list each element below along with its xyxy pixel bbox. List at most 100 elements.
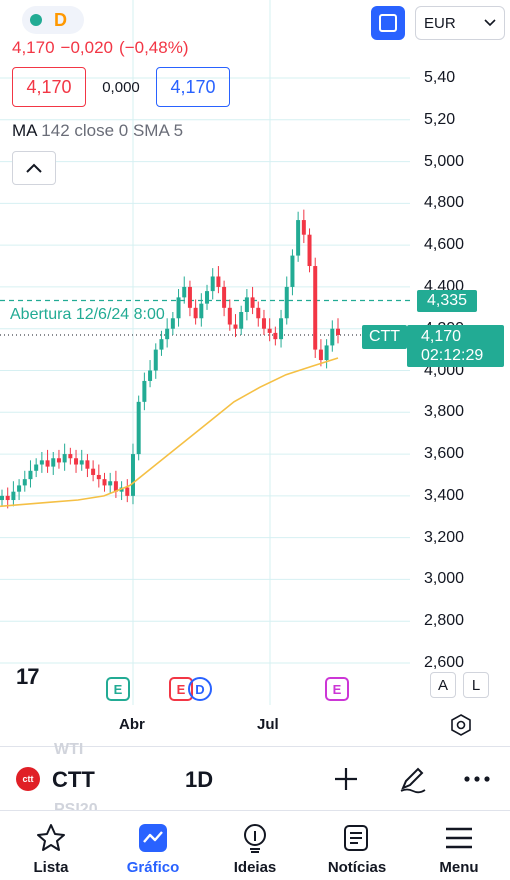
price-axis-tick: 2,800 (424, 612, 465, 630)
price-axis-tick: 3,600 (424, 445, 465, 463)
candle-body (336, 328, 340, 335)
add-icon[interactable] (331, 764, 361, 794)
candle-body (296, 220, 301, 256)
candle-body (205, 291, 210, 304)
indicator-params: 142 close 0 SMA 5 (41, 121, 184, 140)
price-axis-tick: 2,600 (424, 654, 465, 671)
candle-body (39, 460, 44, 465)
candle-body (51, 458, 56, 467)
drawing-pen-icon[interactable] (397, 764, 427, 794)
candle-body (102, 479, 107, 486)
candle-body (165, 328, 170, 340)
price-change-line: 4,170 −0,020 (−0,48%) (12, 38, 194, 58)
candle-body (113, 481, 118, 492)
dividend-event-icon[interactable]: D (188, 677, 212, 701)
candle-body (153, 349, 158, 371)
candle-body (62, 454, 67, 463)
candle-body (130, 454, 135, 496)
chart-settings-icon[interactable] (450, 714, 472, 736)
nav-label: Notícias (327, 859, 387, 876)
interval-button[interactable]: 1D (185, 767, 214, 792)
candle-body (85, 460, 90, 469)
price-axis-tick: 4,800 (424, 194, 465, 212)
price-axis-tick: 4,600 (424, 236, 465, 254)
log-scale-button[interactable]: L (463, 672, 489, 698)
tradingview-logo: 17 (16, 664, 40, 689)
candle-body (170, 318, 175, 329)
lightbulb-icon (239, 823, 271, 853)
candle-body (273, 332, 278, 340)
price-axis-tick: 3,200 (424, 528, 465, 546)
moving-average-line (0, 357, 339, 508)
currency-select[interactable]: EUR (415, 6, 505, 40)
price-change-pct: (−0,48%) (119, 38, 189, 57)
market-status-badges[interactable]: D (22, 6, 84, 34)
currency-value: EUR (424, 14, 456, 32)
earnings-event-icon[interactable]: E (325, 677, 349, 701)
nav-label: Menu (439, 859, 479, 876)
nav-item-ideas[interactable]: Ideias (204, 811, 306, 880)
candle-body (91, 468, 96, 475)
candle-body (222, 286, 227, 308)
chart-icon (137, 823, 169, 853)
indicator-legend[interactable]: MA 142 close 0 SMA 5 (12, 121, 183, 141)
symbol-name-button[interactable]: CTT (52, 767, 95, 792)
candle-body (210, 276, 215, 292)
price-axis-tick: 5,000 (424, 152, 465, 170)
time-axis-tick: Jul (257, 716, 279, 733)
candle-body (182, 286, 187, 298)
sell-button[interactable]: 4,170 (12, 67, 86, 107)
nav-label: Lista (33, 859, 69, 876)
candle-body (330, 328, 335, 346)
chevron-up-icon (26, 163, 42, 173)
candle-body (324, 345, 329, 361)
nav-item-watchlist[interactable]: Lista (0, 811, 102, 880)
indicator-name: MA (12, 121, 37, 140)
fullscreen-icon (379, 14, 397, 32)
nav-label: Gráfico (126, 859, 180, 876)
time-axis-tick: Abr (119, 716, 145, 733)
candle-body (34, 464, 39, 471)
nav-item-chart[interactable]: Gráfico (102, 811, 204, 880)
candle-body (244, 297, 249, 312)
price-chart[interactable] (0, 0, 510, 745)
candle-body (74, 458, 79, 465)
candle-body (5, 495, 10, 501)
symbol-logo-icon: ctt (16, 767, 40, 791)
candle-body (142, 380, 147, 402)
candle-body (256, 307, 261, 319)
data-delay-badge: D (54, 9, 67, 30)
price-axis-tick: 5,20 (424, 110, 456, 128)
candle-body (56, 458, 61, 463)
candle-body (250, 297, 255, 308)
hamburger-menu-icon (443, 823, 475, 853)
nav-item-menu[interactable]: Menu (408, 811, 510, 880)
nav-item-news[interactable]: Notícias (306, 811, 408, 880)
candle-body (125, 487, 130, 496)
candle-body (318, 349, 323, 361)
open-price-tag: 4,335 (417, 290, 477, 312)
buy-button[interactable]: 4,170 (156, 67, 230, 107)
candle-body (136, 401, 141, 455)
candle-body (68, 454, 73, 459)
candle-body (187, 286, 192, 308)
auto-scale-button[interactable]: A (430, 672, 456, 698)
chart-area[interactable]: D 4,170 −0,020 (−0,48%) 4,170 0,000 4,170 … (0, 0, 510, 745)
last-price-value: 4,170 (421, 328, 462, 345)
star-icon (35, 823, 67, 853)
candle-body (199, 303, 204, 319)
candle-body (307, 234, 312, 267)
open-level-label: Abertura 12/6/24 8:00 (10, 306, 165, 323)
more-icon[interactable] (462, 764, 492, 794)
ghost-symbol: WTI (54, 741, 84, 758)
candle-body (227, 307, 232, 325)
fullscreen-button[interactable] (371, 6, 405, 40)
candle-body (22, 479, 27, 486)
candle-body (176, 297, 181, 319)
candle-body (284, 286, 289, 319)
collapse-legend-button[interactable] (12, 151, 56, 185)
earnings-event-icon[interactable]: E (106, 677, 130, 701)
candle-body (159, 339, 164, 350)
last-price-tag: 4,170 02:12:29 (407, 325, 504, 367)
spread-value: 0,000 (102, 78, 140, 96)
